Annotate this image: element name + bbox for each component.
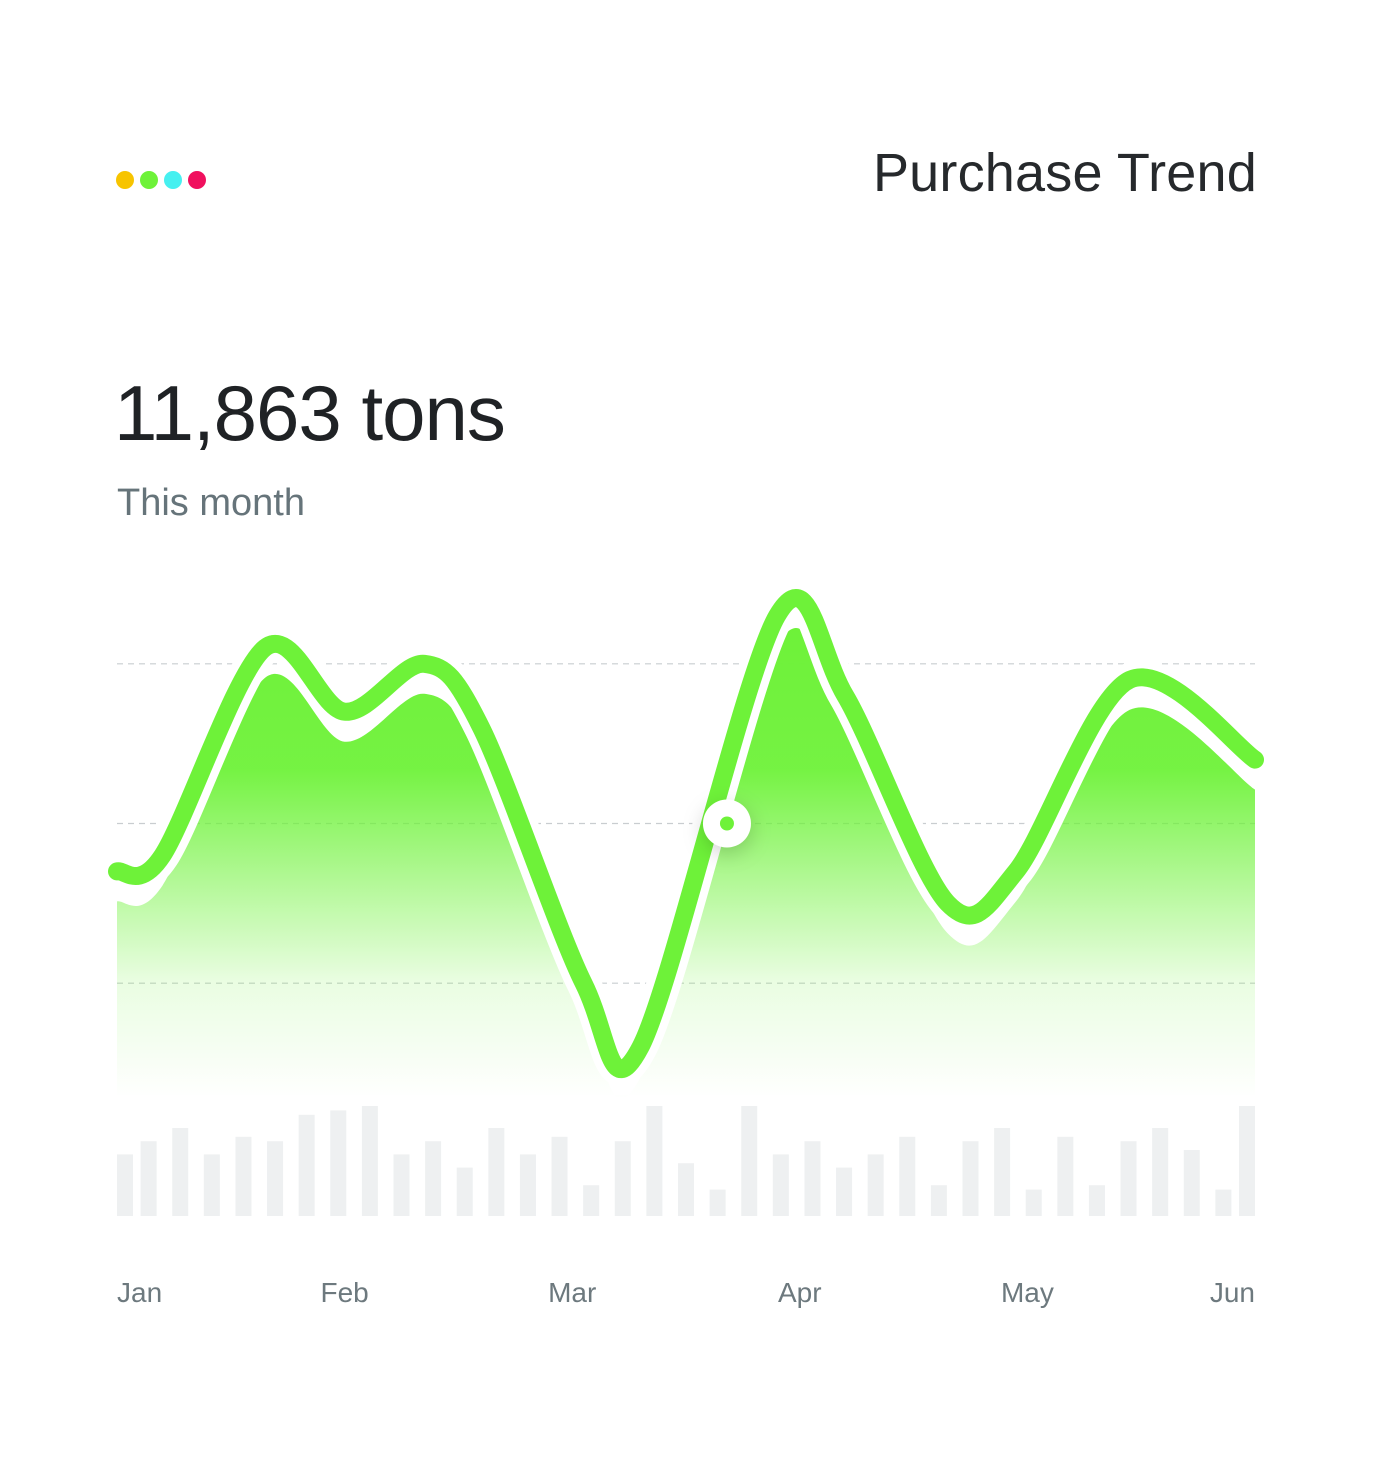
volume-bar [614, 1141, 631, 1216]
x-tick-label: Jan [117, 1277, 162, 1308]
chart-title: Purchase Trend [872, 143, 1257, 203]
x-tick-label: Mar [548, 1277, 596, 1308]
marker-point [719, 816, 734, 831]
yellow-dot [116, 171, 134, 189]
volume-bar [646, 1106, 663, 1216]
volume-bar [330, 1110, 347, 1216]
legend-dots [116, 171, 206, 189]
pink-dot [188, 171, 206, 189]
volume-bar [140, 1141, 157, 1216]
volume-bar [583, 1185, 600, 1216]
volume-bar [425, 1141, 442, 1216]
volume-bar [867, 1154, 884, 1216]
volume-bar [962, 1141, 979, 1216]
x-tick-label: May [1001, 1277, 1054, 1308]
volume-bar [235, 1136, 252, 1216]
area-fill [117, 627, 1255, 1100]
volume-bar [267, 1141, 284, 1216]
volume-bar [203, 1154, 220, 1216]
volume-bar [1088, 1185, 1105, 1216]
x-axis-labels: Jan Feb Mar Apr May Jun [117, 1277, 1255, 1308]
volume-bar [678, 1163, 694, 1216]
volume-bar [298, 1114, 315, 1216]
volume-bar [1120, 1141, 1137, 1216]
volume-bar [488, 1128, 505, 1216]
volume-bar [172, 1128, 189, 1216]
volume-bar [772, 1154, 789, 1216]
trend-line [108, 589, 1264, 1079]
metric-value: 11,863 tons [114, 369, 506, 457]
volume-bar [741, 1106, 758, 1216]
volume-bar [994, 1128, 1011, 1216]
volume-bar [1183, 1150, 1200, 1216]
volume-bar [1152, 1128, 1169, 1216]
volume-bar [1239, 1106, 1255, 1216]
volume-bar [456, 1167, 473, 1216]
volume-bar [361, 1106, 378, 1216]
volume-bar [551, 1136, 568, 1216]
volume-bar [836, 1167, 853, 1216]
volume-bar [930, 1185, 947, 1216]
volume-bar [709, 1189, 726, 1216]
volume-bars [117, 1106, 1255, 1216]
volume-bar [804, 1141, 821, 1216]
green-dot [140, 171, 158, 189]
volume-bar [899, 1136, 916, 1216]
volume-bar [1215, 1189, 1232, 1216]
x-tick-label: Apr [778, 1277, 822, 1308]
highlight-marker[interactable] [702, 799, 751, 848]
volume-bar [393, 1154, 410, 1216]
volume-bar [519, 1154, 536, 1216]
x-tick-label: Jun [1210, 1277, 1255, 1308]
x-tick-label: Feb [320, 1277, 368, 1308]
volume-bar [1057, 1136, 1074, 1216]
cyan-dot [164, 171, 182, 189]
metric-period: This month [117, 482, 305, 524]
volume-bar [1025, 1189, 1042, 1216]
volume-bar [117, 1154, 133, 1216]
